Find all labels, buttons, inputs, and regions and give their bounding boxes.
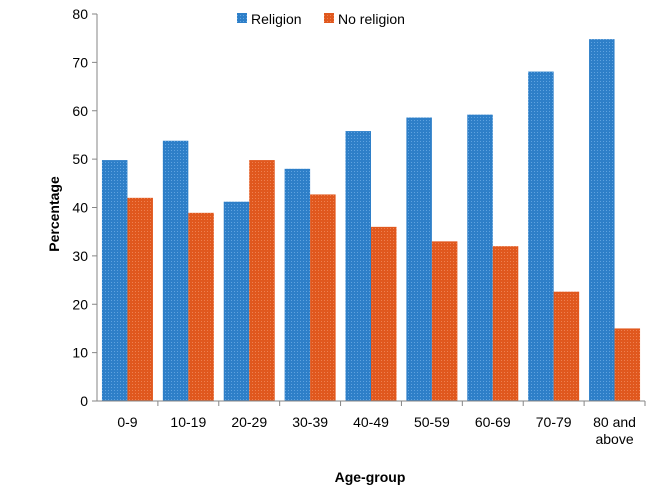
x-axis-title: Age-group [335, 469, 406, 485]
y-tick-label-70: 70 [72, 54, 88, 70]
bar-no-religion-50-59 [431, 241, 458, 401]
y-axis-title: Percentage [46, 176, 62, 252]
x-tick-label-70-79: 70-79 [536, 414, 572, 430]
bars [101, 39, 641, 402]
bar-religion-60-69 [467, 114, 493, 402]
bar-no-religion-70-79 [553, 291, 580, 401]
x-tick-label-10-19: 10-19 [170, 414, 206, 430]
x-tick-label-60-69: 60-69 [475, 414, 511, 430]
legend-swatch-religion [237, 13, 247, 23]
bar-religion-80-and-above [589, 39, 615, 401]
bar-religion-20-29 [223, 201, 250, 401]
x-tick-label-80-and-above: 80 and above [593, 414, 636, 447]
x-tick-label-0-9: 0-9 [117, 414, 137, 430]
y-tick-label-80: 80 [72, 6, 88, 22]
y-axis-ticks: 0 10 20 30 40 50 60 70 80 [72, 6, 97, 409]
bar-religion-10-19 [162, 140, 189, 401]
bar-no-religion-0-9 [127, 197, 153, 401]
legend-label-no-religion: No religion [338, 11, 405, 27]
y-tick-label-60: 60 [72, 103, 88, 119]
bar-no-religion-60-69 [492, 246, 519, 401]
y-tick-label-50: 50 [72, 151, 88, 167]
y-tick-label-30: 30 [72, 248, 88, 264]
bar-religion-70-79 [528, 71, 554, 401]
bar-religion-50-59 [406, 117, 432, 402]
bar-no-religion-20-29 [249, 160, 275, 401]
legend-label-religion: Religion [251, 11, 302, 27]
x-tick-label-30-39: 30-39 [292, 414, 328, 430]
x-axis-ticks: 0-9 10-19 20-29 30-39 40-49 50-59 60-69 70-79 80… [117, 401, 646, 447]
x-tick-label-50-59: 50-59 [414, 414, 450, 430]
y-tick-label-20: 20 [72, 296, 88, 312]
bar-no-religion-30-39 [310, 194, 336, 401]
bar-no-religion-10-19 [188, 212, 214, 401]
bar-religion-0-9 [101, 160, 128, 401]
legend: Religion No religion [237, 11, 405, 27]
legend-swatch-no-religion [324, 13, 334, 23]
bar-no-religion-80-and-above [614, 328, 641, 401]
y-tick-label-0: 0 [80, 393, 88, 409]
x-tick-label-40-49: 40-49 [353, 414, 389, 430]
x-tick-label-20-29: 20-29 [231, 414, 267, 430]
y-tick-label-10: 10 [72, 345, 88, 361]
bar-religion-40-49 [345, 131, 371, 401]
bar-no-religion-40-49 [371, 226, 397, 401]
y-tick-label-40: 40 [72, 200, 88, 216]
bar-religion-30-39 [284, 168, 311, 401]
